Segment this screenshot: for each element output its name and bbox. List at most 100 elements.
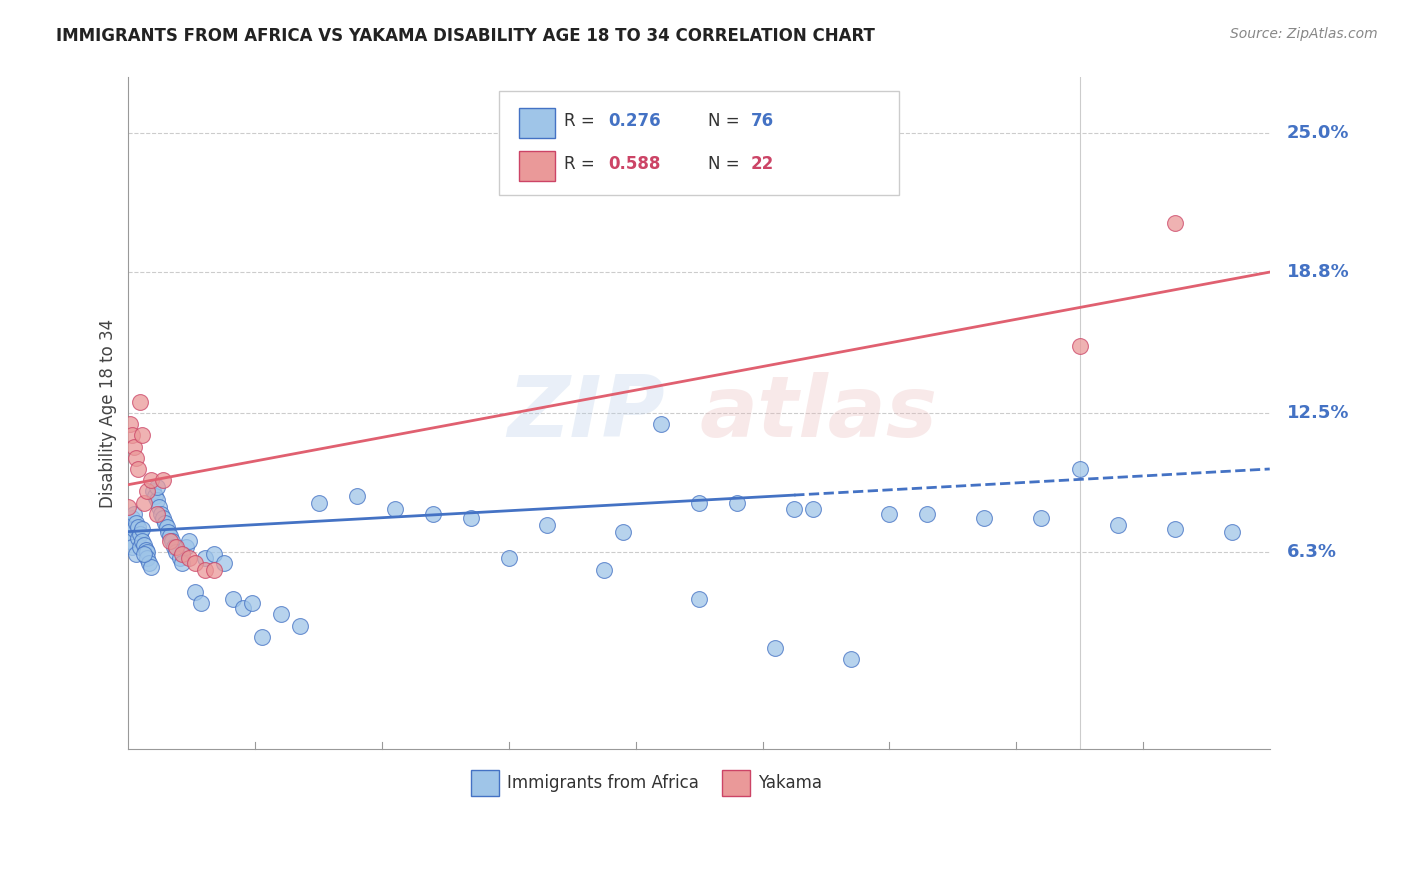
Point	[128, 526, 150, 541]
Text: 0.276: 0.276	[607, 112, 661, 130]
Point	[240, 596, 263, 610]
Point	[288, 618, 311, 632]
Text: 18.8%: 18.8%	[1286, 263, 1350, 281]
Point	[146, 493, 169, 508]
Point	[122, 507, 145, 521]
Point	[346, 489, 368, 503]
Point	[839, 652, 862, 666]
FancyBboxPatch shape	[721, 770, 751, 796]
Point	[141, 560, 163, 574]
Point	[250, 630, 273, 644]
Point	[131, 522, 153, 536]
Text: atlas: atlas	[699, 372, 938, 455]
Point	[1069, 462, 1091, 476]
Text: Yakama: Yakama	[758, 774, 823, 792]
Point	[783, 502, 806, 516]
Point	[143, 489, 166, 503]
Point	[136, 484, 159, 499]
Text: 25.0%: 25.0%	[1286, 124, 1350, 143]
Text: Source: ZipAtlas.com: Source: ZipAtlas.com	[1230, 27, 1378, 41]
Point	[308, 495, 330, 509]
Point	[1163, 216, 1185, 230]
Point	[146, 507, 169, 521]
Point	[125, 547, 148, 561]
Text: 22: 22	[751, 155, 773, 173]
Point	[131, 533, 153, 548]
Text: N =: N =	[709, 155, 745, 173]
Point	[146, 480, 169, 494]
Point	[125, 516, 148, 530]
Point	[136, 545, 159, 559]
Point	[120, 417, 142, 432]
Point	[1163, 522, 1185, 536]
Point	[973, 511, 995, 525]
Point	[193, 563, 215, 577]
Point	[120, 517, 142, 532]
Point	[128, 395, 150, 409]
Point	[121, 541, 143, 555]
Point	[127, 520, 149, 534]
Point	[184, 556, 207, 570]
Point	[536, 517, 558, 532]
Point	[132, 495, 155, 509]
Point	[190, 596, 212, 610]
Point	[127, 532, 149, 546]
Point	[163, 541, 186, 555]
Point	[128, 541, 150, 555]
Point	[121, 428, 143, 442]
Text: 6.3%: 6.3%	[1286, 542, 1337, 561]
Point	[149, 507, 172, 521]
FancyBboxPatch shape	[519, 108, 555, 138]
Point	[725, 495, 748, 509]
Point	[122, 522, 145, 536]
Point	[148, 500, 170, 514]
Point	[165, 545, 187, 559]
Point	[117, 524, 139, 539]
Point	[165, 541, 187, 555]
Point	[157, 524, 180, 539]
Point	[917, 507, 939, 521]
Point	[120, 533, 142, 548]
Point	[138, 556, 160, 570]
Point	[127, 462, 149, 476]
Text: ZIP: ZIP	[508, 372, 665, 455]
Point	[193, 551, 215, 566]
Point	[202, 547, 225, 561]
Point	[801, 502, 824, 516]
Point	[170, 547, 193, 561]
Point	[270, 607, 292, 622]
Point	[593, 563, 616, 577]
Y-axis label: Disability Age 18 to 34: Disability Age 18 to 34	[100, 318, 117, 508]
Point	[650, 417, 672, 432]
Point	[1107, 517, 1129, 532]
Point	[179, 551, 201, 566]
Point	[135, 542, 157, 557]
Point	[117, 500, 139, 514]
Point	[688, 495, 710, 509]
Text: IMMIGRANTS FROM AFRICA VS YAKAMA DISABILITY AGE 18 TO 34 CORRELATION CHART: IMMIGRANTS FROM AFRICA VS YAKAMA DISABIL…	[56, 27, 875, 45]
Point	[121, 511, 143, 525]
Point	[763, 640, 786, 655]
Point	[132, 538, 155, 552]
Point	[202, 563, 225, 577]
Point	[142, 484, 165, 499]
Text: 76: 76	[751, 112, 773, 130]
Point	[152, 473, 174, 487]
Text: R =: R =	[564, 155, 600, 173]
Text: N =: N =	[709, 112, 745, 130]
Point	[169, 551, 191, 566]
Text: Immigrants from Africa: Immigrants from Africa	[508, 774, 699, 792]
Point	[384, 502, 406, 516]
Point	[179, 533, 201, 548]
Point	[1031, 511, 1053, 525]
FancyBboxPatch shape	[471, 770, 499, 796]
Point	[159, 533, 181, 548]
FancyBboxPatch shape	[519, 151, 555, 181]
Point	[159, 529, 181, 543]
Text: 0.588: 0.588	[607, 155, 661, 173]
Point	[131, 428, 153, 442]
Point	[170, 556, 193, 570]
Point	[160, 533, 183, 548]
Point	[152, 511, 174, 525]
Point	[141, 473, 163, 487]
